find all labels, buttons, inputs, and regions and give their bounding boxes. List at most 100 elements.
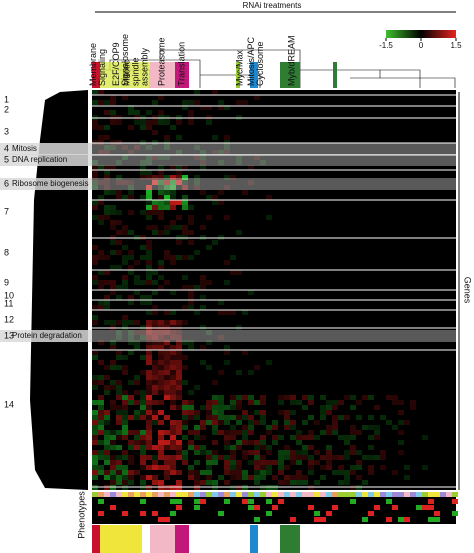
heatmap-cell bbox=[122, 420, 128, 425]
heatmap-cell bbox=[368, 415, 374, 420]
heatmap-cell bbox=[140, 295, 146, 300]
heatmap-cell bbox=[164, 470, 170, 475]
heatmap-cell bbox=[104, 190, 110, 195]
heatmap-cell bbox=[188, 415, 194, 420]
heatmap-cell bbox=[284, 465, 290, 470]
heatmap-cell bbox=[140, 410, 146, 415]
heatmap-cell bbox=[296, 455, 302, 460]
heatmap-cell bbox=[194, 430, 200, 435]
heatmap-cell bbox=[92, 385, 98, 390]
heatmap-cell bbox=[152, 380, 158, 385]
heatmap-cell bbox=[152, 370, 158, 375]
heatmap-cell bbox=[278, 465, 284, 470]
heatmap-cell bbox=[146, 110, 152, 115]
heatmap-cell bbox=[140, 465, 146, 470]
heatmap-cell bbox=[170, 425, 176, 430]
heatmap-cell bbox=[164, 345, 170, 350]
heatmap-cell bbox=[278, 400, 284, 405]
heatmap-cell bbox=[182, 415, 188, 420]
phenotype-cell bbox=[272, 492, 278, 497]
heatmap-cell bbox=[266, 195, 272, 200]
phenotype-cell bbox=[386, 492, 392, 497]
heatmap-cell bbox=[350, 425, 356, 430]
heatmap-cell bbox=[182, 180, 188, 185]
heatmap-cell bbox=[224, 215, 230, 220]
heatmap-cell bbox=[164, 205, 170, 210]
heatmap-cell bbox=[110, 380, 116, 385]
heatmap-cell bbox=[128, 295, 134, 300]
heatmap-cell bbox=[104, 420, 110, 425]
heatmap-cell bbox=[98, 150, 104, 155]
heatmap-cell bbox=[158, 445, 164, 450]
column-cluster-label: assembly bbox=[139, 47, 149, 86]
heatmap-cell bbox=[236, 430, 242, 435]
heatmap-cell bbox=[104, 125, 110, 130]
phenotype-cell bbox=[398, 492, 404, 497]
heatmap-cell bbox=[356, 450, 362, 455]
heatmap-cell bbox=[380, 465, 386, 470]
heatmap-cell bbox=[164, 180, 170, 185]
cluster-color bbox=[100, 62, 150, 88]
heatmap-cell bbox=[134, 320, 140, 325]
heatmap-cell bbox=[332, 470, 338, 475]
heatmap-cell bbox=[194, 155, 200, 160]
heatmap-cell bbox=[212, 450, 218, 455]
heatmap-cell bbox=[116, 385, 122, 390]
heatmap-cell bbox=[290, 455, 296, 460]
heatmap-cell bbox=[92, 460, 98, 465]
column-cluster-label: Mitosis/APC bbox=[246, 36, 256, 86]
heatmap-cell bbox=[116, 160, 122, 165]
phenotype-cell bbox=[212, 492, 218, 497]
heatmap-cell bbox=[146, 345, 152, 350]
heatmap-cell bbox=[146, 250, 152, 255]
phenotype-cell bbox=[434, 517, 440, 522]
heatmap-cell bbox=[122, 145, 128, 150]
heatmap-cell bbox=[98, 375, 104, 380]
phenotype-cell bbox=[362, 492, 368, 497]
phenotype-cell bbox=[254, 492, 260, 497]
phenotype-cell bbox=[302, 492, 308, 497]
heatmap-cell bbox=[146, 205, 152, 210]
heatmap-cell bbox=[230, 430, 236, 435]
phenotype-cell bbox=[404, 492, 410, 497]
heatmap-cell bbox=[230, 465, 236, 470]
heatmap-cell bbox=[110, 385, 116, 390]
heatmap-cell bbox=[92, 450, 98, 455]
phenotype-cell bbox=[194, 499, 200, 504]
heatmap-cell bbox=[164, 120, 170, 125]
heatmap-cell bbox=[200, 295, 206, 300]
heatmap-cell bbox=[140, 450, 146, 455]
heatmap-cell bbox=[140, 400, 146, 405]
phenotype-cell bbox=[380, 492, 386, 497]
heatmap-cell bbox=[98, 250, 104, 255]
heatmap-cell bbox=[158, 390, 164, 395]
heatmap-cell bbox=[98, 450, 104, 455]
heatmap-cell bbox=[242, 410, 248, 415]
heatmap-cell bbox=[230, 400, 236, 405]
heatmap-cell bbox=[116, 445, 122, 450]
heatmap-cell bbox=[158, 355, 164, 360]
heatmap-cell bbox=[146, 385, 152, 390]
heatmap-cell bbox=[134, 445, 140, 450]
heatmap-cell bbox=[236, 460, 242, 465]
heatmap-cell bbox=[170, 430, 176, 435]
heatmap-cell bbox=[302, 450, 308, 455]
phenotype-cell bbox=[368, 511, 374, 516]
heatmap-cell bbox=[230, 395, 236, 400]
heatmap-cell bbox=[176, 170, 182, 175]
heatmap-cell bbox=[158, 95, 164, 100]
heatmap-cell bbox=[134, 145, 140, 150]
heatmap-cell bbox=[182, 425, 188, 430]
heatmap-cell bbox=[206, 120, 212, 125]
heatmap-cell bbox=[128, 105, 134, 110]
heatmap-cell bbox=[122, 455, 128, 460]
heatmap-cell bbox=[176, 180, 182, 185]
heatmap-cell bbox=[104, 390, 110, 395]
row-highlight bbox=[92, 154, 470, 166]
heatmap-cell bbox=[218, 190, 224, 195]
heatmap-cell bbox=[200, 160, 206, 165]
heatmap-cell bbox=[116, 480, 122, 485]
heatmap-cell bbox=[254, 470, 260, 475]
heatmap-cell bbox=[206, 415, 212, 420]
heatmap-cell bbox=[176, 350, 182, 355]
